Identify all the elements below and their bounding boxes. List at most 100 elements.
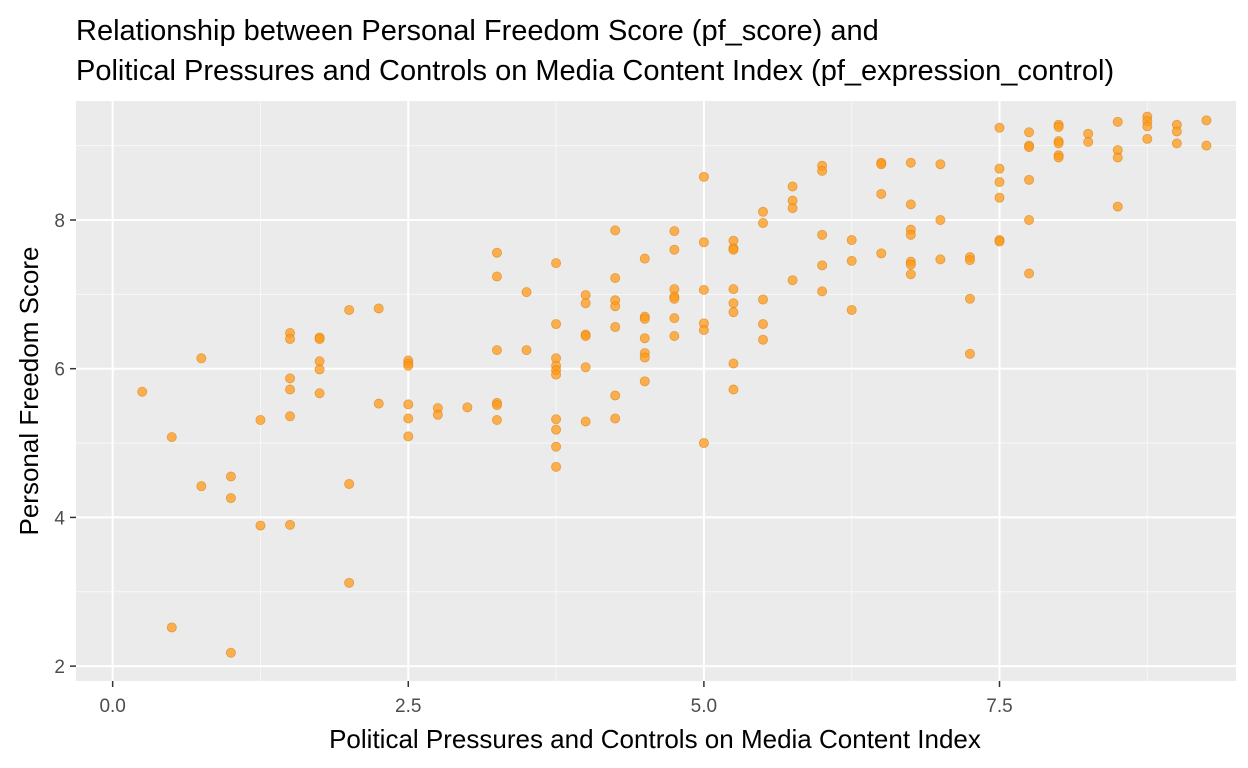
scatter-point <box>166 432 177 443</box>
scatter-point <box>1142 121 1153 132</box>
scatter-point <box>285 411 296 422</box>
scatter-point <box>817 229 828 240</box>
scatter-point <box>610 225 621 236</box>
scatter-point <box>403 413 414 424</box>
minor-gridlines <box>76 101 1236 681</box>
scatter-point <box>344 577 355 588</box>
y-axis-title: Personal Freedom Score <box>14 246 44 535</box>
scatter-point <box>698 171 709 182</box>
scatter-point <box>1053 152 1064 163</box>
scatter-point <box>403 431 414 442</box>
scatter-point <box>964 293 975 304</box>
scatter-point <box>255 520 266 531</box>
scatter-point <box>551 414 562 425</box>
scatter-point <box>639 333 650 344</box>
scatter-point <box>817 286 828 297</box>
scatter-point <box>344 304 355 315</box>
scatter-point <box>905 269 916 280</box>
x-tick-label: 0.0 <box>99 696 125 717</box>
scatter-point <box>1024 214 1035 225</box>
scatter-point <box>935 254 946 265</box>
axis-ticks <box>70 219 1001 687</box>
scatter-point <box>787 275 798 286</box>
scatter-point <box>964 255 975 266</box>
scatter-point <box>462 402 473 413</box>
scatter-point <box>137 386 148 397</box>
scatter-point <box>758 294 769 305</box>
scatter-point <box>580 298 591 309</box>
scatter-point <box>551 369 562 380</box>
y-tick-label: 4 <box>54 508 65 529</box>
scatter-point <box>373 303 384 314</box>
scatter-point <box>935 214 946 225</box>
scatter-point <box>610 301 621 312</box>
scatter-point <box>994 163 1005 174</box>
chart-subtitle: Political Pressures and Controls on Medi… <box>76 55 1114 87</box>
scatter-point <box>728 298 739 309</box>
scatter-point <box>314 333 325 344</box>
scatter-point <box>728 284 739 295</box>
scatter-point <box>491 414 502 425</box>
scatter-point <box>344 478 355 489</box>
scatter-point <box>1112 116 1123 127</box>
scatter-point <box>639 376 650 387</box>
scatter-point <box>610 272 621 283</box>
chart-title: Relationship between Personal Freedom Sc… <box>76 15 879 47</box>
scatter-point <box>876 159 887 170</box>
scatter-point <box>669 293 680 304</box>
scatter-point <box>758 206 769 217</box>
scatter-point <box>787 181 798 192</box>
scatter-point <box>639 313 650 324</box>
scatter-point <box>521 345 532 356</box>
scatter-point <box>225 471 236 482</box>
scatter-point <box>846 255 857 266</box>
scatter-point <box>551 319 562 330</box>
y-tick-label: 2 <box>54 657 65 678</box>
scatter-point <box>698 325 709 336</box>
scatter-point <box>521 287 532 298</box>
scatter-point <box>1083 136 1094 147</box>
scatter-point <box>491 345 502 356</box>
data-points <box>137 111 1212 658</box>
scatter-point <box>698 438 709 449</box>
scatter-point <box>1024 127 1035 138</box>
scatter-point <box>314 388 325 399</box>
x-tick-label: 7.5 <box>986 696 1012 717</box>
x-tick-labels: 0.0 2.5 5.0 7.5 <box>99 696 1012 717</box>
scatter-point <box>1112 201 1123 212</box>
scatter-point <box>1053 138 1064 149</box>
scatter-point <box>846 304 857 315</box>
scatter-point <box>905 229 916 240</box>
scatter-point <box>255 414 266 425</box>
scatter-point <box>225 647 236 658</box>
scatter-point <box>551 441 562 452</box>
x-axis-title: Political Pressures and Controls on Medi… <box>329 724 981 754</box>
scatter-point <box>817 260 828 271</box>
scatter-point <box>610 322 621 333</box>
scatter-point <box>1024 142 1035 153</box>
scatter-point <box>166 622 177 633</box>
scatter-point <box>285 519 296 530</box>
scatter-point <box>669 313 680 324</box>
scatter-point <box>817 165 828 176</box>
scatter-point <box>905 259 916 270</box>
scatter-point <box>1053 122 1064 133</box>
scatter-point <box>225 493 236 504</box>
scatter-point <box>610 413 621 424</box>
scatter-point <box>1024 268 1035 279</box>
scatter-point <box>1201 140 1212 151</box>
scatter-point <box>994 236 1005 247</box>
scatter-point <box>905 157 916 168</box>
scatter-point <box>580 416 591 427</box>
scatter-point <box>669 226 680 237</box>
scatter-point <box>669 330 680 341</box>
scatter-point <box>285 384 296 395</box>
scatter-point <box>551 258 562 269</box>
scatter-point <box>698 237 709 248</box>
y-tick-label: 6 <box>54 360 65 381</box>
scatter-point <box>1201 115 1212 126</box>
scatter-point <box>994 122 1005 133</box>
scatter-point <box>1024 174 1035 185</box>
scatter-point <box>639 253 650 264</box>
